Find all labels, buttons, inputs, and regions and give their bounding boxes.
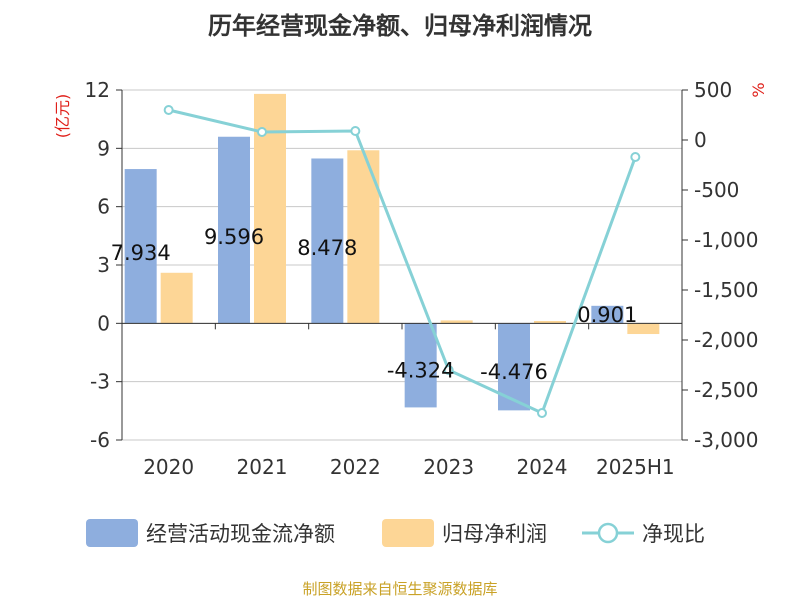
left-tick-label: 3 [97,253,110,277]
legend-swatch-netprofit [382,519,434,547]
right-axis-unit: % [749,82,768,97]
legend-item-cashflow[interactable]: 经营活动现金流净额 [86,518,335,548]
axes: -6 -3 0 3 6 9 12 500 0 -500 -1,000 -1,500 -2,000 -2,5… [53,78,768,479]
right-tick-label: -2,000 [694,328,758,352]
legend-item-ratio[interactable]: 净现比 [582,518,705,548]
left-tick-label: -6 [90,428,110,452]
bar-netprofit [440,320,473,324]
right-tick-label: 500 [694,78,732,102]
data-label-cashflow: 9.596 [204,225,264,249]
x-tick-label: 2025H1 [596,455,675,479]
data-labels: 7.934 9.596 8.478 -4.324 -4.476 0.901 [111,225,638,384]
ratio-point [537,408,547,418]
ratio-point [163,105,174,115]
right-tick-label: -3,000 [694,428,758,452]
ratio-line [163,105,641,418]
x-tick-label: 2024 [517,455,568,479]
bar-cashflow [218,136,250,324]
left-axis-unit: (亿元) [53,94,72,139]
right-tick-label: -1,000 [694,228,758,252]
legend-item-netprofit[interactable]: 归母净利润 [382,518,547,548]
right-tick-label: -1,500 [694,278,758,302]
x-tick-label: 2023 [423,455,474,479]
right-tick-label: 0 [694,128,707,152]
legend-label-netprofit: 归母净利润 [442,522,547,546]
bar-cashflow [404,323,437,408]
left-tick-label: 6 [97,195,110,219]
x-tick-label: 2020 [143,455,194,479]
right-tick-label: -500 [694,178,739,202]
left-tick-label: 0 [97,311,110,335]
legend-swatch-cashflow [86,519,138,547]
data-label-cashflow: 7.934 [111,241,171,265]
right-tick-label: -2,500 [694,378,758,402]
grid-lines [122,89,682,441]
ratio-point [630,152,641,162]
ratio-point [443,365,454,375]
bar-cashflow [591,305,624,324]
chart-title: 历年经营现金净额、归母净利润情况 [208,12,592,40]
ratio-point [257,127,267,137]
data-label-cashflow: -4.324 [387,358,455,382]
ratio-polyline [168,108,637,416]
x-tick-label: 2022 [330,455,381,479]
legend-label-cashflow: 经营活动现金流净额 [146,522,335,546]
bar-netprofit [534,321,566,324]
legend-swatch-ratio [582,519,634,547]
data-label-cashflow: 0.901 [577,303,637,327]
bar-netprofit [627,323,660,335]
bars [124,93,660,411]
bar-netprofit [160,272,193,324]
left-tick-label: 9 [97,136,110,160]
left-tick-label: -3 [90,370,110,394]
data-label-cashflow: -4.476 [480,360,548,384]
footer-source: 制图数据来自恒生聚源数据库 [302,580,498,598]
legend-label-ratio: 净现比 [642,522,705,546]
data-label-cashflow: 8.478 [297,236,357,260]
ratio-point [350,126,361,136]
bar-cashflow [311,158,344,324]
bar-cashflow [124,169,157,324]
left-tick-label: 12 [85,78,110,102]
x-tick-label: 2021 [237,455,288,479]
